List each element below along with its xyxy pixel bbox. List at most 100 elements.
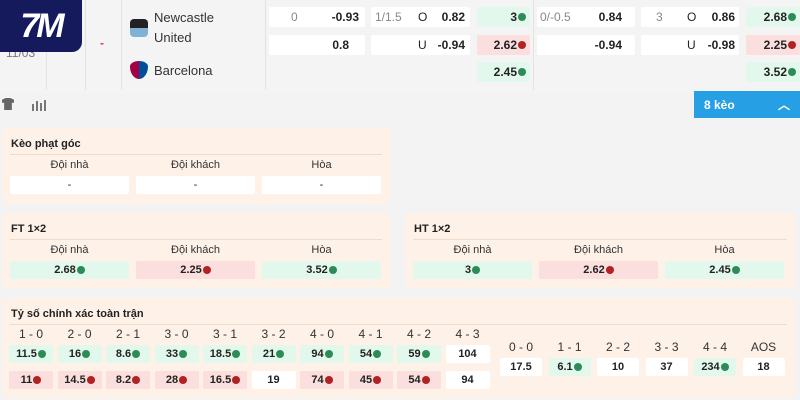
- odds-value: 2.45: [493, 65, 517, 79]
- ft-hdp-home-cell[interactable]: 0 -0.93: [269, 7, 365, 27]
- odds-cell[interactable]: 2.62: [539, 261, 658, 279]
- draw-score-odds[interactable]: 18: [742, 358, 785, 376]
- away-score-odds[interactable]: 11: [9, 371, 53, 389]
- arrow-down-icon: [324, 376, 333, 384]
- site-logo[interactable]: 7M: [0, 0, 82, 52]
- home-score-odds[interactable]: 104: [445, 345, 490, 363]
- ht-1x2-home-cell[interactable]: 2.68: [746, 7, 800, 27]
- away-team[interactable]: Barcelona: [130, 61, 213, 79]
- ft-hdp-away-cell[interactable]: 0.8: [269, 35, 365, 55]
- away-score-odds[interactable]: 19: [251, 371, 296, 389]
- home-score-odds[interactable]: 54: [348, 345, 393, 363]
- ft-1x2-home-cell[interactable]: 3: [477, 7, 530, 27]
- draw-score-odds[interactable]: 10: [597, 358, 639, 376]
- corner-draw-odds[interactable]: -: [262, 176, 381, 194]
- odds-value: 104: [458, 348, 477, 360]
- under-odds: -0.98: [707, 38, 735, 52]
- away-score-odds[interactable]: 16.5: [203, 371, 247, 389]
- ht-1x2-away-cell[interactable]: 2.25: [746, 35, 800, 55]
- arrow-up-icon: [518, 68, 526, 76]
- column-header: Đội khách: [171, 244, 220, 256]
- hdp-away-odds: -0.94: [594, 38, 622, 52]
- ft-1x2-draw-cell[interactable]: 2.45: [477, 62, 530, 82]
- odds-value: 59: [408, 348, 421, 360]
- arrow-up-icon: [788, 68, 796, 76]
- odds-value: 10: [611, 361, 625, 373]
- odds-value: 33: [165, 348, 179, 360]
- odds-value: 2.62: [583, 264, 605, 276]
- divider: [533, 0, 534, 90]
- odds-cell[interactable]: 3.52: [262, 261, 381, 279]
- score-label: 4 - 4: [702, 340, 727, 354]
- odds-cell[interactable]: 2.68: [10, 261, 129, 279]
- home-score-odds[interactable]: 16: [57, 345, 102, 363]
- arrow-up-icon: [518, 13, 526, 21]
- toolbar: [0, 92, 800, 118]
- home-score-odds[interactable]: 94: [300, 345, 344, 363]
- arrow-up-icon: [179, 350, 188, 358]
- odds-value: 2.68: [763, 10, 787, 24]
- score-label: 3 - 0: [164, 327, 189, 341]
- ft-ou-over-cell[interactable]: 1/1.5 O 0.82: [371, 7, 470, 27]
- arrow-up-icon: [132, 350, 141, 358]
- odds-value: 14.5: [64, 374, 86, 386]
- barcelona-crest-icon: [130, 61, 148, 79]
- draw-score-odds[interactable]: 17.5: [500, 358, 542, 376]
- ht-ou-over-cell[interactable]: 3 O 0.86: [641, 7, 739, 27]
- home-score-odds[interactable]: 8.6: [106, 345, 150, 363]
- arrow-up-icon: [731, 266, 740, 274]
- jersey-icon[interactable]: [2, 98, 14, 110]
- odds-value: 2.25: [180, 264, 202, 276]
- ht-hdp-away-cell[interactable]: -0.94: [537, 35, 635, 55]
- away-score-odds[interactable]: 8.2: [106, 371, 150, 389]
- more-odds-button[interactable]: 8 kèo ︿: [694, 91, 800, 118]
- ft-ou-under-cell[interactable]: U -0.94: [371, 35, 470, 55]
- score-label: 4 - 3: [455, 327, 480, 341]
- arrow-down-icon: [421, 376, 430, 384]
- home-team-name-line2: United: [154, 30, 192, 45]
- away-score-odds[interactable]: 94: [445, 371, 490, 389]
- draw-score-odds[interactable]: 6.1: [548, 358, 591, 376]
- odds-cell[interactable]: 3: [413, 261, 532, 279]
- arrow-down-icon: [518, 41, 526, 49]
- arrow-up-icon: [421, 350, 430, 358]
- ht-1x2-panel: HT 1×2 Đội nhà 3 Đội khách 2.62 Hòa 2.45: [405, 213, 795, 288]
- odds-value: 3: [510, 10, 517, 24]
- stats-chart-icon[interactable]: [31, 97, 47, 111]
- corner-away-odds[interactable]: -: [136, 176, 255, 194]
- under-odds: -0.94: [437, 38, 465, 52]
- odds-cell[interactable]: 2.45: [665, 261, 784, 279]
- ft-1x2-away-cell[interactable]: 2.62: [477, 35, 530, 55]
- home-score-odds[interactable]: 59: [397, 345, 441, 363]
- away-score-odds[interactable]: 74: [300, 371, 344, 389]
- corner-home-odds[interactable]: -: [10, 176, 129, 194]
- home-score-odds[interactable]: 33: [154, 345, 199, 363]
- score-label: 3 - 3: [654, 340, 679, 354]
- draw-score-odds[interactable]: 37: [645, 358, 688, 376]
- panel-title: Kèo phạt góc: [11, 138, 81, 150]
- ht-ou-under-cell[interactable]: U -0.98: [641, 35, 739, 55]
- away-score-odds[interactable]: 28: [154, 371, 199, 389]
- away-score-odds[interactable]: 45: [348, 371, 393, 389]
- arrow-down-icon: [232, 376, 241, 384]
- divider: [10, 154, 382, 155]
- header-home: Đội nhà: [50, 159, 89, 171]
- home-score-odds[interactable]: 18.5: [203, 345, 247, 363]
- home-score-odds[interactable]: 21: [251, 345, 296, 363]
- away-score-odds[interactable]: 14.5: [57, 371, 102, 389]
- odds-value: 3: [464, 264, 472, 276]
- odds-value: 54: [408, 374, 421, 386]
- ht-hdp-home-cell[interactable]: 0/-0.5 0.84: [537, 7, 635, 27]
- divider: [121, 0, 122, 90]
- odds-cell[interactable]: 2.25: [136, 261, 255, 279]
- odds-value: 28: [165, 374, 179, 386]
- arrow-down-icon: [202, 266, 211, 274]
- draw-score-odds[interactable]: 234: [694, 358, 736, 376]
- over-odds: 0.82: [441, 10, 465, 24]
- home-team[interactable]: Newcastle United: [130, 8, 214, 48]
- score-label: 0 - 0: [508, 340, 533, 354]
- ht-1x2-draw-cell[interactable]: 3.52: [746, 62, 800, 82]
- away-score-odds[interactable]: 54: [397, 371, 441, 389]
- home-score-odds[interactable]: 11.5: [9, 345, 53, 363]
- chevron-up-icon: ︿: [777, 98, 790, 112]
